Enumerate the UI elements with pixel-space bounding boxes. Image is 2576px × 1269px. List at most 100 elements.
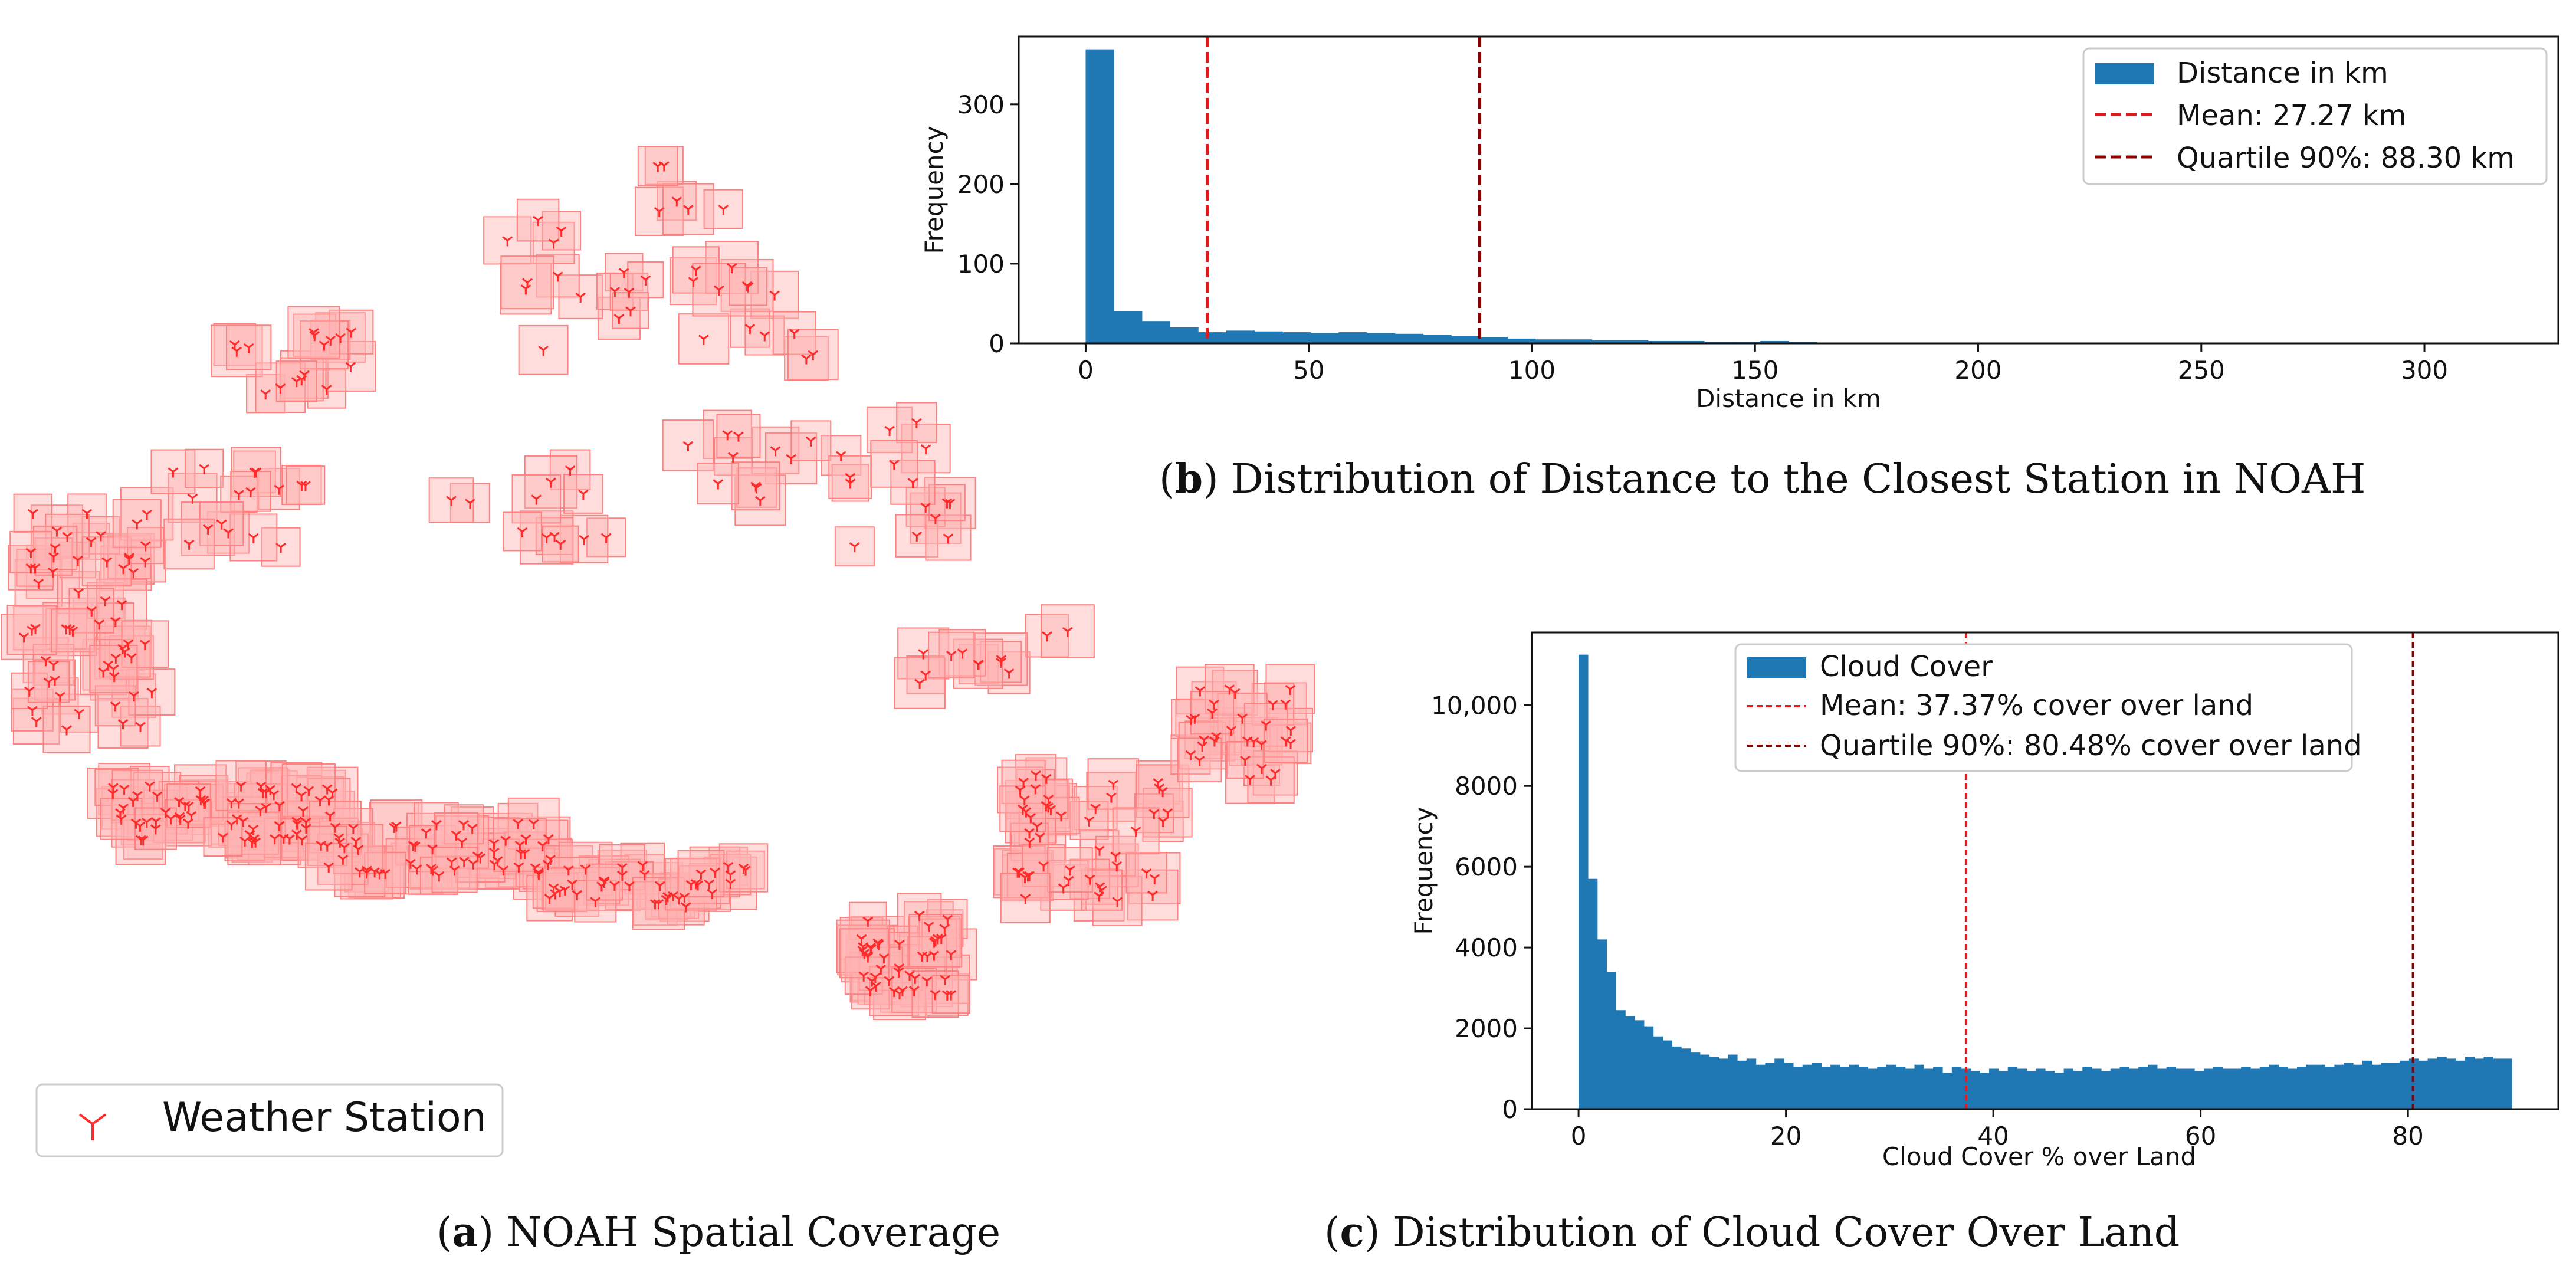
weather-station-marker bbox=[514, 841, 526, 851]
c-bar bbox=[1905, 1068, 1915, 1109]
c-bar bbox=[2241, 1067, 2251, 1109]
weather-station-marker bbox=[61, 725, 72, 736]
weather-station-marker bbox=[1031, 770, 1041, 781]
weather-station-marker bbox=[624, 287, 635, 298]
weather-station-marker bbox=[72, 555, 83, 566]
c-bar bbox=[1924, 1068, 1934, 1109]
weather-station-marker bbox=[231, 346, 242, 357]
b-y-tick-label: 100 bbox=[957, 250, 1005, 278]
b-bar bbox=[1282, 332, 1311, 343]
c-bar bbox=[2110, 1068, 2121, 1109]
weather-station-marker bbox=[789, 329, 800, 339]
c-bar bbox=[1587, 878, 1598, 1109]
weather-station-marker bbox=[1209, 699, 1220, 710]
station-footprint bbox=[787, 329, 839, 381]
weather-station-marker bbox=[637, 861, 648, 871]
weather-station-marker bbox=[513, 818, 523, 829]
c-bar bbox=[2325, 1067, 2335, 1109]
weather-station-marker bbox=[563, 865, 574, 876]
weather-station-marker bbox=[409, 841, 421, 852]
b-x-tick-label: 250 bbox=[2178, 356, 2225, 385]
b-bar bbox=[1620, 340, 1649, 343]
station-footprint bbox=[203, 817, 243, 857]
weather-station-marker bbox=[538, 346, 549, 356]
weather-station-marker bbox=[182, 818, 193, 829]
weather-station-marker bbox=[878, 953, 890, 964]
weather-station-marker bbox=[234, 490, 244, 500]
weather-station-marker bbox=[48, 660, 59, 671]
c-y-tick-label: 10,000 bbox=[1431, 691, 1518, 720]
weather-station-marker bbox=[27, 509, 38, 519]
weather-station-marker bbox=[314, 796, 326, 806]
weather-station-marker bbox=[275, 383, 286, 394]
weather-station-marker bbox=[291, 783, 302, 793]
weather-station-marker bbox=[152, 791, 163, 802]
weather-station-marker bbox=[103, 660, 114, 671]
weather-station-marker bbox=[325, 336, 336, 346]
c-bar bbox=[1690, 1052, 1701, 1109]
caption-b: (b) Distribution of Distance to the Clos… bbox=[1159, 455, 2365, 503]
weather-station-marker bbox=[43, 677, 54, 688]
weather-station-marker bbox=[1020, 894, 1031, 904]
weather-station-marker bbox=[31, 717, 42, 727]
weather-station-marker bbox=[616, 863, 628, 874]
weather-station-marker bbox=[380, 868, 390, 880]
c-bar bbox=[1746, 1058, 1757, 1109]
panel-c-cloud-histogram: 0 20 40 60 80 0 2000 4000 6000 8000 10,000 Cloud … bbox=[1324, 631, 2559, 1256]
c-plot-frame bbox=[1531, 631, 2559, 1110]
weather-station-marker bbox=[248, 824, 259, 835]
c-bar bbox=[2148, 1064, 2158, 1109]
weather-station-marker bbox=[624, 881, 635, 892]
c-bar bbox=[2250, 1068, 2260, 1109]
c-bar bbox=[2269, 1064, 2279, 1109]
c-legend-swatch-bar bbox=[1747, 657, 1806, 678]
weather-station-marker bbox=[337, 854, 349, 865]
c-bar bbox=[2278, 1067, 2288, 1109]
weather-station-marker bbox=[274, 821, 285, 831]
weather-station-marker bbox=[942, 914, 953, 925]
weather-station-marker bbox=[1024, 828, 1035, 839]
c-bar bbox=[2259, 1067, 2270, 1109]
c-bar bbox=[2036, 1068, 2046, 1109]
weather-station-marker bbox=[725, 878, 736, 889]
weather-station-marker bbox=[754, 496, 766, 506]
weather-station-marker bbox=[871, 981, 882, 992]
c-bar bbox=[1821, 1067, 1831, 1109]
weather-station-marker bbox=[475, 853, 486, 864]
weather-station-marker bbox=[1248, 737, 1259, 747]
weather-station-marker bbox=[261, 788, 271, 798]
weather-station-marker bbox=[995, 657, 1006, 668]
weather-station-marker bbox=[421, 828, 432, 839]
c-bar bbox=[2138, 1067, 2148, 1109]
weather-station-marker bbox=[786, 454, 796, 464]
panel-b-distance-histogram: 0 50 100 150 200 250 300 0 100 200 300 Distance i… bbox=[920, 35, 2559, 503]
weather-station-marker bbox=[108, 664, 119, 675]
weather-station-marker bbox=[434, 871, 445, 882]
c-bar bbox=[2054, 1073, 2065, 1109]
weather-station-marker bbox=[1014, 867, 1025, 878]
c-y-axis-label: Frequency bbox=[1409, 807, 1438, 935]
station-boxes bbox=[1, 146, 1315, 1021]
weather-station-marker bbox=[920, 503, 931, 513]
weather-station-marker bbox=[907, 478, 918, 488]
weather-station-marker bbox=[129, 691, 139, 702]
weather-station-marker bbox=[805, 436, 816, 447]
c-legend-label-mean: Mean: 37.37% cover over land bbox=[1820, 689, 2253, 722]
weather-station-marker bbox=[759, 331, 770, 342]
c-bar bbox=[1858, 1067, 1869, 1109]
c-bar bbox=[1765, 1063, 1775, 1109]
weather-station-marker bbox=[48, 552, 59, 563]
weather-station-marker bbox=[245, 487, 256, 497]
weather-station-marker bbox=[275, 543, 287, 553]
weather-station-marker bbox=[1108, 779, 1119, 790]
weather-station-marker bbox=[884, 425, 895, 436]
c-bar bbox=[1681, 1048, 1691, 1109]
weather-station-marker bbox=[142, 510, 153, 520]
weather-station-marker bbox=[707, 888, 717, 899]
tri-down-marker-icon bbox=[78, 1113, 107, 1140]
weather-station-marker bbox=[323, 795, 334, 806]
map-legend-frame bbox=[35, 1083, 504, 1157]
c-bar bbox=[2017, 1068, 2027, 1109]
c-bar bbox=[1579, 654, 1589, 1109]
weather-station-marker bbox=[922, 952, 933, 962]
